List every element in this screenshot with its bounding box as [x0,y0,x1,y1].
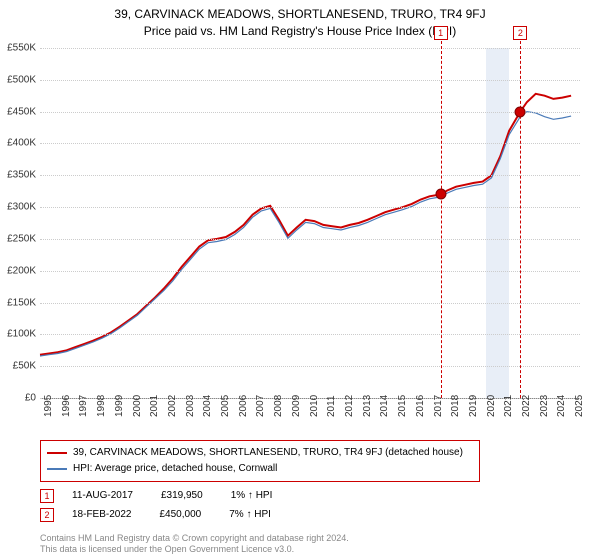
gridline-h [40,112,580,113]
sale-row-1: 1 11-AUG-2017 £319,950 1% ↑ HPI [40,486,272,505]
xtick-label: 2019 [468,395,479,417]
gridline-h [40,143,580,144]
ytick-label: £150K [0,297,36,308]
ytick-label: £550K [0,43,36,54]
sale-marker-1: 1 [40,489,54,503]
legend-row-property: 39, CARVINACK MEADOWS, SHORTLANESEND, TR… [47,445,473,461]
xtick-label: 2004 [202,395,213,417]
ytick-label: £250K [0,233,36,244]
gridline-h [40,239,580,240]
xtick-label: 2000 [132,395,143,417]
xtick-label: 2014 [379,395,390,417]
xtick-label: 2007 [255,395,266,417]
footer-text: Contains HM Land Registry data © Crown c… [40,533,349,556]
xtick-label: 2005 [220,395,231,417]
marker-box-1: 1 [434,26,448,40]
sale-price-1: £319,950 [161,486,203,505]
gridline-h [40,334,580,335]
chart-title: 39, CARVINACK MEADOWS, SHORTLANESEND, TR… [0,0,600,40]
legend-swatch-property [47,452,67,454]
sales-table: 1 11-AUG-2017 £319,950 1% ↑ HPI 2 18-FEB… [40,486,272,524]
ytick-label: £500K [0,74,36,85]
footer-line-1: Contains HM Land Registry data © Crown c… [40,533,349,545]
ytick-label: £200K [0,265,36,276]
sale-pct-2: 7% ↑ HPI [229,505,271,524]
xtick-label: 2009 [291,395,302,417]
ytick-label: £450K [0,106,36,117]
ytick-label: £100K [0,329,36,340]
xtick-label: 2010 [309,395,320,417]
legend-label-hpi: HPI: Average price, detached house, Corn… [73,461,277,477]
title-line-1: 39, CARVINACK MEADOWS, SHORTLANESEND, TR… [0,6,600,23]
xtick-label: 1996 [61,395,72,417]
xtick-label: 2012 [344,395,355,417]
xtick-label: 2008 [273,395,284,417]
sale-date-2: 18-FEB-2022 [72,505,131,524]
series-hpi [40,112,571,356]
xtick-label: 2011 [326,395,337,417]
sale-row-2: 2 18-FEB-2022 £450,000 7% ↑ HPI [40,505,272,524]
gridline-h [40,207,580,208]
plot-area: £0£50K£100K£150K£200K£250K£300K£350K£400… [40,48,580,399]
marker-vline-2 [520,36,521,398]
title-line-2: Price paid vs. HM Land Registry's House … [0,23,600,40]
xtick-label: 2022 [521,395,532,417]
gridline-h [40,80,580,81]
legend-label-property: 39, CARVINACK MEADOWS, SHORTLANESEND, TR… [73,445,463,461]
xtick-label: 2013 [362,395,373,417]
xtick-label: 1998 [96,395,107,417]
chart-container: 39, CARVINACK MEADOWS, SHORTLANESEND, TR… [0,0,600,560]
xtick-label: 2003 [185,395,196,417]
xtick-label: 2025 [574,395,585,417]
xtick-label: 2016 [415,395,426,417]
xtick-label: 2001 [149,395,160,417]
marker-point-1 [435,189,446,200]
gridline-h [40,175,580,176]
legend-row-hpi: HPI: Average price, detached house, Corn… [47,461,473,477]
sale-price-2: £450,000 [159,505,201,524]
sale-date-1: 11-AUG-2017 [72,486,133,505]
marker-vline-1 [441,36,442,398]
xtick-label: 1999 [114,395,125,417]
xtick-label: 2002 [167,395,178,417]
ytick-label: £0 [0,393,36,404]
ytick-label: £300K [0,202,36,213]
xtick-label: 1997 [78,395,89,417]
legend-box: 39, CARVINACK MEADOWS, SHORTLANESEND, TR… [40,440,480,482]
gridline-h [40,303,580,304]
xtick-label: 2015 [397,395,408,417]
xtick-label: 1995 [43,395,54,417]
xtick-label: 2023 [539,395,550,417]
xtick-label: 2018 [450,395,461,417]
marker-point-2 [515,106,526,117]
xtick-label: 2021 [503,395,514,417]
legend-swatch-hpi [47,468,67,470]
xtick-label: 2017 [433,395,444,417]
xtick-label: 2020 [486,395,497,417]
ytick-label: £50K [0,361,36,372]
footer-line-2: This data is licensed under the Open Gov… [40,544,349,556]
gridline-h [40,271,580,272]
gridline-h [40,48,580,49]
sale-pct-1: 1% ↑ HPI [231,486,273,505]
xtick-label: 2006 [238,395,249,417]
chart-svg [40,48,580,398]
ytick-label: £350K [0,170,36,181]
marker-box-2: 2 [513,26,527,40]
series-property [40,94,571,355]
sale-marker-2: 2 [40,508,54,522]
gridline-h [40,366,580,367]
ytick-label: £400K [0,138,36,149]
xtick-label: 2024 [556,395,567,417]
